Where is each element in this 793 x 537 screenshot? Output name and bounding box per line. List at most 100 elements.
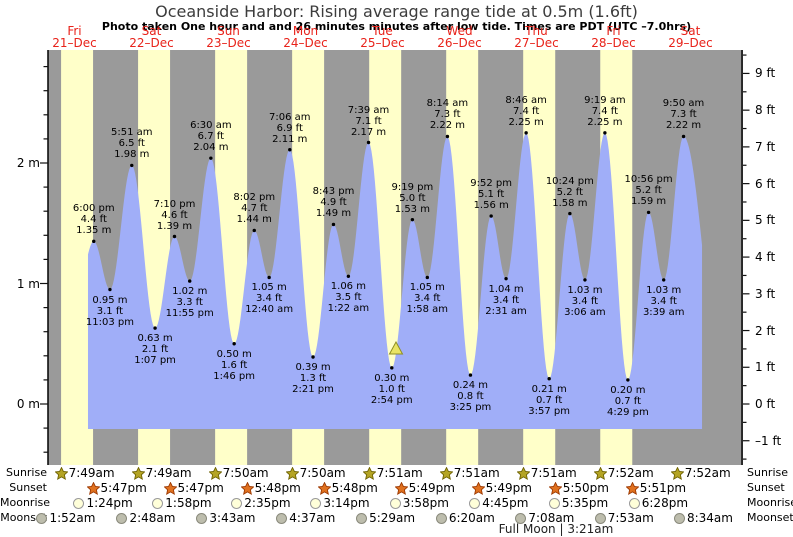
moonset-icon [116, 512, 128, 524]
moonset-icon-shape [515, 512, 527, 524]
date-label-line: 25–Dec [360, 35, 405, 50]
tide-annotation-line: 1.03 m [567, 284, 603, 296]
sunrise-icon-shape [516, 466, 530, 480]
sunset-time: 5:51pm [639, 481, 687, 495]
tide-annotation-line: 3.4 ft [414, 293, 441, 305]
tide-extreme-dot [366, 140, 371, 145]
moonset-event: 6:20am [435, 511, 495, 525]
date-label-line: Tue [372, 24, 393, 38]
date-label-line: Fri [67, 24, 82, 38]
tide-annotation-line: 8:14 am [426, 98, 469, 110]
moonrise-icon [231, 497, 243, 509]
tide-annotation-line: 0.39 m [295, 362, 331, 373]
sunset-row-label-right: Sunset [747, 481, 785, 494]
sunset-event: 5:49pm [471, 481, 532, 495]
moonset-icon [276, 512, 288, 524]
y-axis-left-label: 2 m [16, 156, 40, 170]
tide-annotation-low: 0.39 m 1.3 ft 2:21 pm [271, 362, 355, 395]
sunset-event: 5:50pm [548, 481, 609, 495]
moonset-row-label-right: Moonset [747, 511, 793, 524]
tide-annotation-line: 7.3 ft [434, 109, 461, 121]
tide-extreme-dot [288, 148, 292, 152]
moonset-event: 4:37am [275, 511, 335, 525]
moonrise-icon-shape [628, 497, 640, 509]
moonrise-time: 2:35pm [244, 496, 291, 510]
moonrise-icon-shape [152, 497, 164, 509]
moonrise-event: 4:45pm [468, 496, 529, 510]
sunset-icon-shape [625, 481, 639, 495]
tide-extreme-dot [331, 222, 336, 227]
sunrise-icon [362, 466, 376, 480]
moonset-time: 3:43am [209, 511, 256, 525]
tide-extreme-dot [445, 134, 450, 139]
sunrise-event: 7:50am [285, 466, 346, 480]
moonset-event: 5:29am [355, 511, 415, 525]
sunset-row-label-left: Sunset [9, 481, 47, 494]
tide-extreme-dot [346, 274, 351, 278]
moonset-event: 1:52am [35, 511, 95, 525]
tide-annotation-line: 1.03 m [646, 284, 682, 296]
tide-annotation-line: 8:46 am [505, 94, 547, 106]
sunset-icon [86, 481, 100, 495]
tide-annotation-line: 0.30 m [374, 372, 410, 384]
tide-annotation-high: 6:00 pm 4.4 ft 1.35 m [52, 203, 136, 236]
tide-extreme-dot [311, 355, 315, 359]
tide-annotation-low: 0.30 m 1.0 ft 2:54 pm [350, 373, 434, 406]
tide-annotation-line: 6.5 ft [118, 138, 145, 150]
tide-area [87, 132, 703, 429]
tide-annotation-line: 6.9 ft [276, 122, 303, 134]
date-label-line: 22–Dec [129, 35, 174, 50]
sunrise-event: 7:52am [593, 466, 654, 480]
moonrise-icon [310, 497, 322, 509]
sunset-time: 5:48pm [254, 481, 301, 495]
tide-annotation-high: 10:24 pm 5.2 ft 1.58 m [528, 176, 612, 209]
date-label-line: Wed [446, 24, 473, 38]
tide-annotation-line: 3:39 am [642, 306, 685, 318]
right-axis-line [741, 50, 743, 465]
tide-annotation-line: 9:52 pm [470, 178, 513, 190]
sunset-event: 5:47pm [163, 481, 224, 495]
y-axis-right-label: 6 ft [755, 176, 776, 191]
tide-extreme-dot [232, 342, 236, 346]
sunset-event: 5:48pm [240, 481, 301, 495]
y-axis-right-label: 9 ft [755, 66, 776, 81]
y-axis-left-label: 1 m [16, 276, 40, 291]
date-label-line: 28–Dec [591, 35, 636, 50]
y-axis-right-label: 4 ft [755, 250, 776, 265]
moonrise-icon [469, 497, 481, 509]
tide-annotation-high: 9:52 pm 5.1 ft 1.56 m [449, 178, 533, 211]
tide-annotation-low: 0.95 m 3.1 ft 11:03 pm [68, 295, 152, 328]
tide-annotation-line: 3.4 ft [255, 293, 283, 305]
tide-annotation-line: 6:30 am [190, 120, 232, 132]
tide-extreme-dot [468, 373, 473, 377]
tide-annotation-line: 1.98 m [114, 149, 150, 161]
tide-extreme-dot [153, 326, 157, 330]
moonrise-time: 3:14pm [323, 496, 370, 510]
tide-annotation-line: 2.04 m [193, 142, 229, 154]
moonset-icon-shape [116, 512, 128, 524]
tide-annotation-line: 1.04 m [488, 283, 524, 295]
moonset-event: 7:53am [594, 511, 654, 525]
tide-annotation-high: 9:19 am 7.4 ft 2.25 m [563, 95, 647, 128]
tide-extreme-dot [108, 287, 112, 292]
moonrise-row-label-right: Moonrise [747, 496, 793, 509]
tide-annotation-line: 3.3 ft [176, 297, 203, 309]
tide-annotation-high: 5:51 am 6.5 ft 1.98 m [90, 127, 174, 160]
tide-annotation-low: 0.20 m 0.7 ft 4:29 pm [586, 385, 670, 418]
sunrise-time: 7:51am [530, 466, 577, 480]
tide-annotation-line: 2.17 m [350, 126, 387, 138]
tide-annotation-line: 5:51 am [111, 127, 153, 139]
tide-annotation-line: 7.4 ft [512, 105, 540, 117]
moonrise-icon-shape [469, 497, 481, 509]
sunrise-icon [208, 466, 222, 480]
date-label-line: 24–Dec [283, 35, 328, 50]
moonset-event: 3:43am [195, 511, 255, 525]
sunset-icon-shape [163, 481, 177, 495]
date-label-line: 21–Dec [52, 35, 97, 50]
sunset-icon [471, 481, 485, 495]
moonset-time: 2:48am [129, 511, 176, 525]
moonrise-row-label-left: Moonrise [0, 496, 50, 509]
date-label: Sun 23–Dec [194, 25, 264, 49]
sunset-icon [548, 481, 562, 495]
tide-extreme-dot [390, 366, 394, 370]
